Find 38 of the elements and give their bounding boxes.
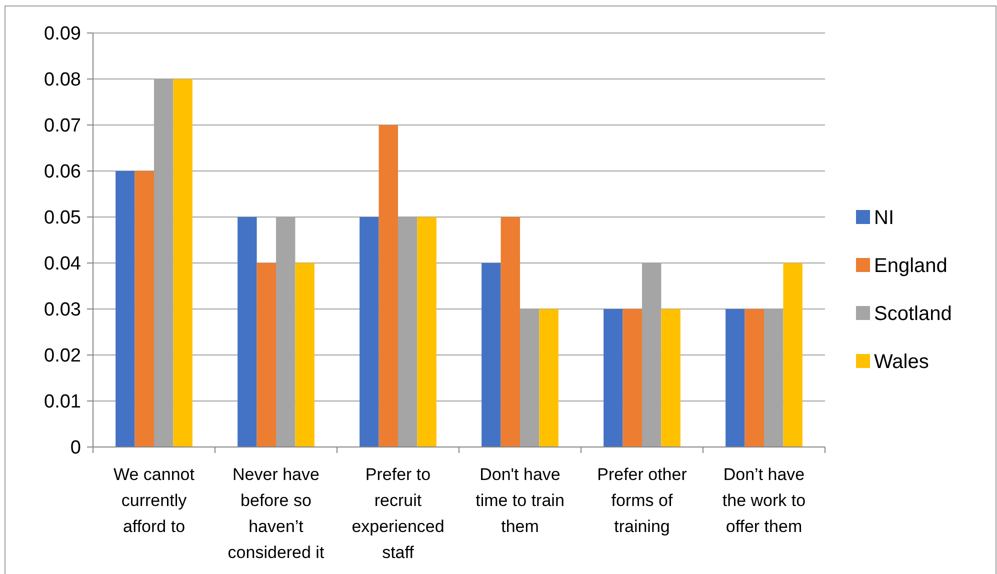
x-tick-label: Prefer to recruit experienced staff bbox=[352, 465, 444, 562]
bar bbox=[500, 217, 520, 447]
bar bbox=[360, 217, 379, 447]
y-tick-label: 0.06 bbox=[44, 162, 81, 183]
bar bbox=[295, 263, 314, 447]
y-tick-label: 0.05 bbox=[44, 208, 81, 229]
y-tick-label: 0.03 bbox=[44, 300, 81, 321]
bar bbox=[173, 79, 192, 447]
legend-label: England bbox=[874, 255, 948, 277]
bar bbox=[256, 263, 276, 447]
y-tick-label: 0.07 bbox=[44, 116, 81, 137]
y-tick-label: 0.08 bbox=[44, 70, 81, 91]
x-tick-label: Never have before so haven’t considered it bbox=[228, 465, 324, 562]
x-tick-label: Don't have time to train them bbox=[476, 465, 564, 536]
bar bbox=[482, 263, 501, 447]
y-tick-label: 0 bbox=[70, 438, 81, 459]
y-tick-label: 0.09 bbox=[44, 24, 81, 45]
bar bbox=[661, 309, 680, 447]
bar bbox=[622, 309, 642, 447]
bar bbox=[417, 217, 436, 447]
bar bbox=[378, 125, 398, 447]
legend-label: Scotland bbox=[874, 303, 952, 325]
bar bbox=[744, 309, 764, 447]
bar bbox=[116, 171, 135, 447]
x-tick-label: We cannot currently afford to bbox=[114, 465, 195, 536]
legend-label: NI bbox=[874, 207, 894, 229]
bar bbox=[604, 309, 623, 447]
bar bbox=[238, 217, 257, 447]
bar bbox=[726, 309, 745, 447]
y-tick-label: 0.02 bbox=[44, 346, 81, 367]
bar bbox=[134, 171, 154, 447]
y-tick-label: 0.04 bbox=[44, 254, 82, 275]
bar bbox=[539, 309, 558, 447]
y-tick-label: 0.01 bbox=[44, 392, 81, 413]
legend-label: Wales bbox=[874, 351, 929, 373]
x-tick-label: Prefer other forms of training bbox=[597, 465, 688, 536]
x-tick-label: Don’t have the work to offer them bbox=[722, 465, 806, 536]
bar bbox=[783, 263, 802, 447]
